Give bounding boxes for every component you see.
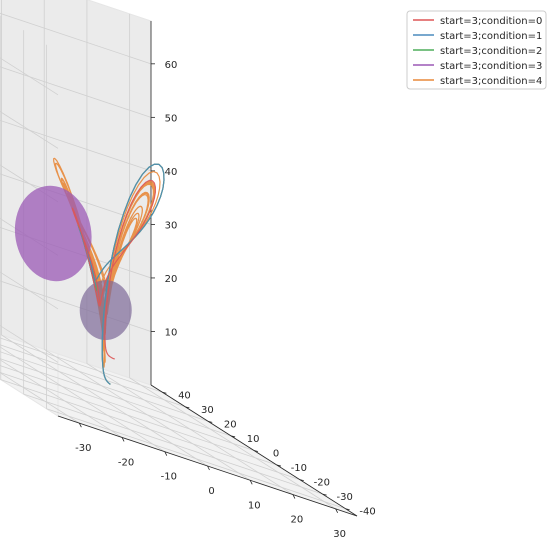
y-tick-label: -40 — [359, 507, 375, 518]
y-tick-label: 10 — [247, 434, 260, 445]
legend: start=3;condition=0 start=3;condition=1 … — [406, 10, 547, 90]
x-tick-label: 30 — [333, 529, 346, 540]
y-tick-label: 40 — [178, 390, 191, 401]
legend-label: start=3;condition=4 — [440, 76, 542, 87]
grid-line — [0, 379, 300, 480]
x-tick-label: 0 — [208, 486, 214, 497]
x-tick-mark — [292, 494, 296, 499]
legend-item: start=3;condition=3 — [413, 61, 542, 72]
grid-line — [0, 325, 59, 363]
grid-line — [0, 351, 209, 422]
y-tick-mark — [299, 479, 304, 481]
grid-line — [0, 344, 186, 408]
x-tick-label: 10 — [248, 500, 261, 511]
y-tick-mark — [185, 406, 190, 409]
y-tick-label: 20 — [224, 419, 237, 430]
x-axis-ticks: -30 -20 -10 0 10 20 30 — [75, 422, 346, 540]
z-tick-label: 60 — [165, 60, 178, 71]
x-tick-mark — [164, 451, 168, 456]
grid-line — [0, 57, 59, 96]
back-wall-pane — [0, 0, 152, 386]
y-tick-label: -10 — [291, 463, 307, 474]
z-tick-label: 20 — [165, 274, 178, 285]
grid-line — [0, 164, 59, 203]
legend-item: start=3;condition=1 — [413, 31, 542, 42]
grid-line — [0, 337, 163, 393]
grid-lines — [0, 0, 346, 510]
grid-line — [0, 365, 255, 451]
y-tick-mark — [276, 464, 281, 467]
x-tick-mark — [121, 437, 125, 442]
grid-line — [0, 227, 152, 279]
x-tick-mark — [335, 508, 339, 514]
legend-item: start=3;condition=0 — [413, 16, 542, 27]
legend-item: start=3;condition=4 — [413, 76, 542, 87]
y-tick-label: 0 — [273, 449, 279, 460]
x-tick-label: -30 — [75, 443, 91, 454]
z-tick-label: 30 — [165, 220, 178, 231]
y-tick-label: -20 — [314, 478, 330, 489]
y-tick-label: 30 — [201, 405, 214, 416]
grid-line — [46, 408, 346, 510]
y-tick-mark — [345, 508, 350, 511]
legend-box — [406, 10, 547, 90]
y-tick-mark — [162, 391, 167, 394]
legend-item: start=3;condition=2 — [413, 46, 542, 57]
y-tick-mark — [322, 493, 327, 496]
x-tick-mark — [78, 422, 82, 428]
series-line — [71, 179, 156, 360]
grid-line — [0, 66, 152, 118]
x-tick-label: 20 — [291, 515, 304, 526]
y-tick-mark — [253, 450, 259, 452]
legend-label: start=3;condition=2 — [440, 46, 542, 57]
grid-line — [0, 372, 278, 466]
z-axis-ticks: 10 20 30 40 50 60 — [151, 60, 178, 338]
x-tick-label: -10 — [161, 472, 177, 483]
y-axis-ticks: -40 -30 -20 -10 0 10 20 30 40 — [162, 390, 376, 518]
z-tick-label: 10 — [165, 327, 178, 338]
x-tick-mark — [249, 480, 253, 485]
grid-line — [23, 393, 323, 495]
x-tick-mark — [207, 465, 210, 471]
z-tick-label: 50 — [165, 113, 178, 124]
y-tick-mark — [231, 435, 236, 438]
grid-line — [0, 173, 152, 225]
y-tick-label: -30 — [336, 492, 352, 503]
grid-line — [0, 271, 59, 310]
legend-label: start=3;condition=1 — [440, 31, 542, 42]
grid-line — [0, 119, 152, 172]
legend-label: start=3;condition=0 — [440, 16, 542, 27]
x-tick-label: -20 — [118, 457, 134, 468]
grid-line — [0, 12, 152, 65]
grid-line — [0, 358, 232, 437]
z-tick-label: 40 — [165, 167, 178, 178]
y-tick-mark — [208, 421, 213, 423]
trajectory-series — [14, 157, 165, 385]
grid-line — [0, 110, 59, 149]
legend-label: start=3;condition=3 — [440, 61, 542, 72]
